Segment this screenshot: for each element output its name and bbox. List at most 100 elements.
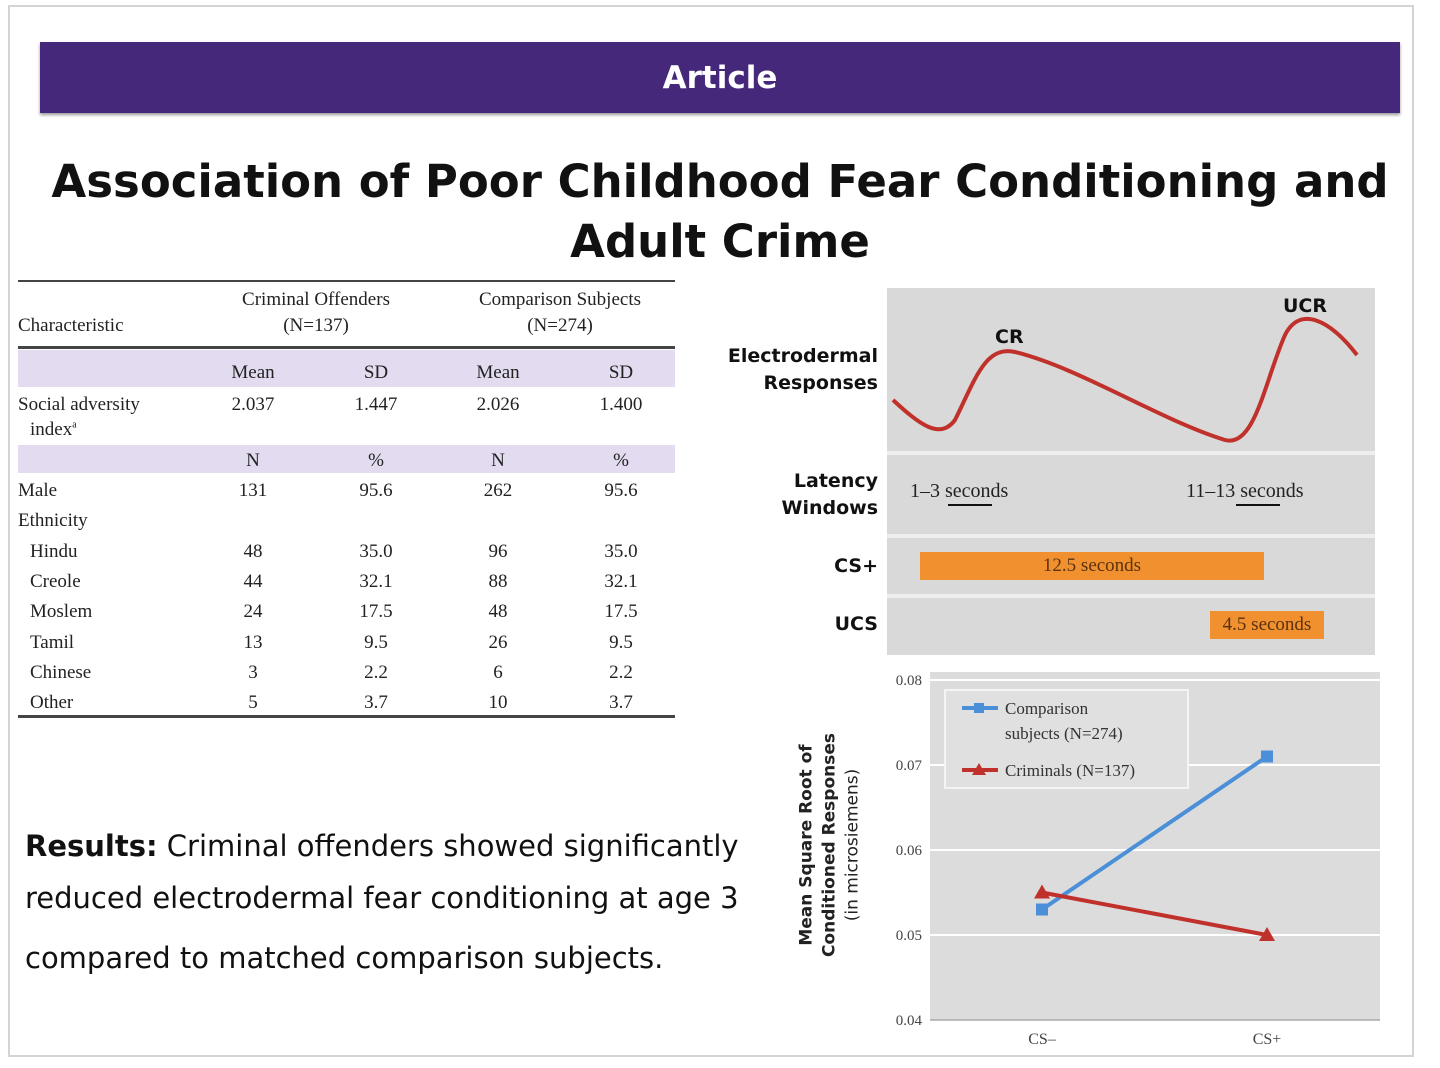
electrodermal-label: Electrodermal Responses [727, 345, 878, 394]
row-value: 88 [488, 570, 508, 592]
legend-marker [972, 763, 986, 775]
ucr-label: UCR [1283, 295, 1328, 317]
subheader-cell: % [368, 450, 384, 471]
subheader-band-2 [18, 445, 675, 473]
row-value: 2.2 [609, 661, 633, 683]
header-characteristic: Characteristic [18, 315, 124, 336]
legend-marker [974, 703, 984, 713]
results-heading: Results: [25, 829, 158, 863]
header-group2-n: (N=274) [527, 315, 593, 336]
cs-plus-label: CS+ [834, 555, 878, 577]
subheader-cell: % [613, 450, 629, 471]
social-adversity-label-2: indexa [30, 419, 77, 441]
social-adversity-value: 1.447 [354, 394, 398, 415]
row-label: Male [18, 480, 58, 501]
row-value: 262 [483, 480, 513, 501]
title-line-1: Association of Poor Childhood Fear Condi… [51, 155, 1389, 208]
results-line2: reduced electrodermal fear conditioning … [25, 881, 739, 915]
row-value: 44 [243, 570, 263, 592]
row-value: 13 [243, 631, 263, 653]
window1-label: 1–3 seconds [910, 480, 1009, 502]
subheader-cell: Mean [231, 362, 275, 383]
series-line-1 [1041, 890, 1268, 937]
ylabel-line2: Conditioned Responses [819, 732, 840, 958]
y-tick-label: 0.08 [896, 673, 922, 689]
row-value: 5 [248, 692, 258, 714]
subheader-band-1 [18, 350, 675, 387]
subheader-cell: SD [363, 362, 389, 383]
x-tick-label: CS+ [1253, 1031, 1282, 1048]
x-tick-label: CS– [1028, 1031, 1057, 1048]
window2-label: 11–13 seconds [1186, 480, 1304, 502]
row-value: 3.7 [364, 692, 388, 714]
row-value: 3.7 [609, 692, 633, 714]
table-bottom-rule [18, 715, 675, 718]
row-label: Hindu [30, 540, 78, 562]
electrodermal-curve [891, 316, 1359, 443]
y-tick-label: 0.04 [896, 1013, 923, 1029]
cr-label: CR [995, 326, 1024, 348]
row-label: Other [30, 692, 74, 714]
ylabel-line1: Mean Square Root of [796, 744, 817, 946]
social-adversity-value: 2.026 [476, 394, 520, 415]
row-value: 24 [243, 601, 263, 623]
social-adversity-label: Social adversity [18, 394, 140, 416]
row-value: 17.5 [359, 601, 393, 623]
header-group1: Criminal Offenders [242, 289, 390, 310]
row-value: 26 [488, 631, 508, 653]
row-label: Ethnicity [18, 510, 88, 532]
y-tick-label: 0.05 [896, 928, 922, 944]
label-line1: Social adversity [18, 394, 140, 415]
ylabel-line3: (in microsiemens) [842, 768, 863, 922]
cs-plus-bar: 12.5 seconds [920, 552, 1264, 580]
results-line3: compared to matched comparison subjects. [25, 941, 664, 975]
data-point-triangle [1034, 884, 1050, 899]
row-value: 35.0 [604, 540, 638, 562]
subheader-cell: N [491, 450, 505, 471]
row-value: 3 [248, 661, 258, 683]
subheader-cell: Mean [476, 362, 520, 383]
row-value: 32.1 [359, 570, 393, 592]
row-value: 10 [488, 692, 508, 714]
row-value: 95.6 [359, 480, 393, 501]
ucs-label: UCS [834, 613, 878, 635]
conditioning-diagram-panel [887, 288, 1375, 655]
row-value: 32.1 [604, 570, 638, 592]
results-line1: Criminal offenders showed significantly [157, 829, 739, 863]
header-rule [18, 346, 675, 349]
results-text: Results: Criminal offenders showed signi… [25, 820, 765, 984]
title-line-2: Adult Crime [570, 215, 870, 268]
subheader-cell: SD [608, 362, 634, 383]
data-point-triangle [1259, 927, 1275, 941]
label-line2: index [30, 419, 73, 440]
row-value: 95.6 [604, 480, 638, 501]
row-value: 96 [488, 540, 508, 562]
row-value: 2.2 [364, 661, 388, 683]
row-value: 131 [238, 480, 268, 501]
row-value: 17.5 [604, 601, 638, 623]
social-adversity-value: 2.037 [231, 394, 275, 415]
ucs-bar: 4.5 seconds [1210, 611, 1324, 639]
y-tick-label: 0.07 [896, 758, 923, 774]
footnote-marker: a [72, 419, 77, 431]
article-banner: Article [40, 42, 1400, 113]
data-point-square [1261, 750, 1273, 763]
row-value: 6 [493, 661, 503, 683]
legend-label: Comparison subjects (N=274) [1005, 699, 1123, 743]
row-value: 48 [243, 540, 263, 562]
data-point-square [1036, 903, 1048, 916]
y-axis-label: Mean Square Root of Conditioned Response… [790, 720, 870, 970]
social-adversity-value: 1.400 [599, 394, 643, 415]
row-value: 48 [488, 601, 508, 623]
row-value: 9.5 [364, 631, 388, 653]
row-value: 9.5 [609, 631, 633, 653]
row-label: Tamil [30, 631, 75, 653]
series-line-0 [1040, 754, 1269, 912]
line-chart: 0.04 0.05 0.06 0.07 0.08 CS– CS+ Comparison subj… [896, 672, 1380, 1048]
slide-frame [8, 5, 1414, 1057]
latency-label: Latency Windows [781, 470, 878, 519]
table-top-rule [18, 280, 675, 282]
header-group1-n: (N=137) [283, 315, 349, 336]
